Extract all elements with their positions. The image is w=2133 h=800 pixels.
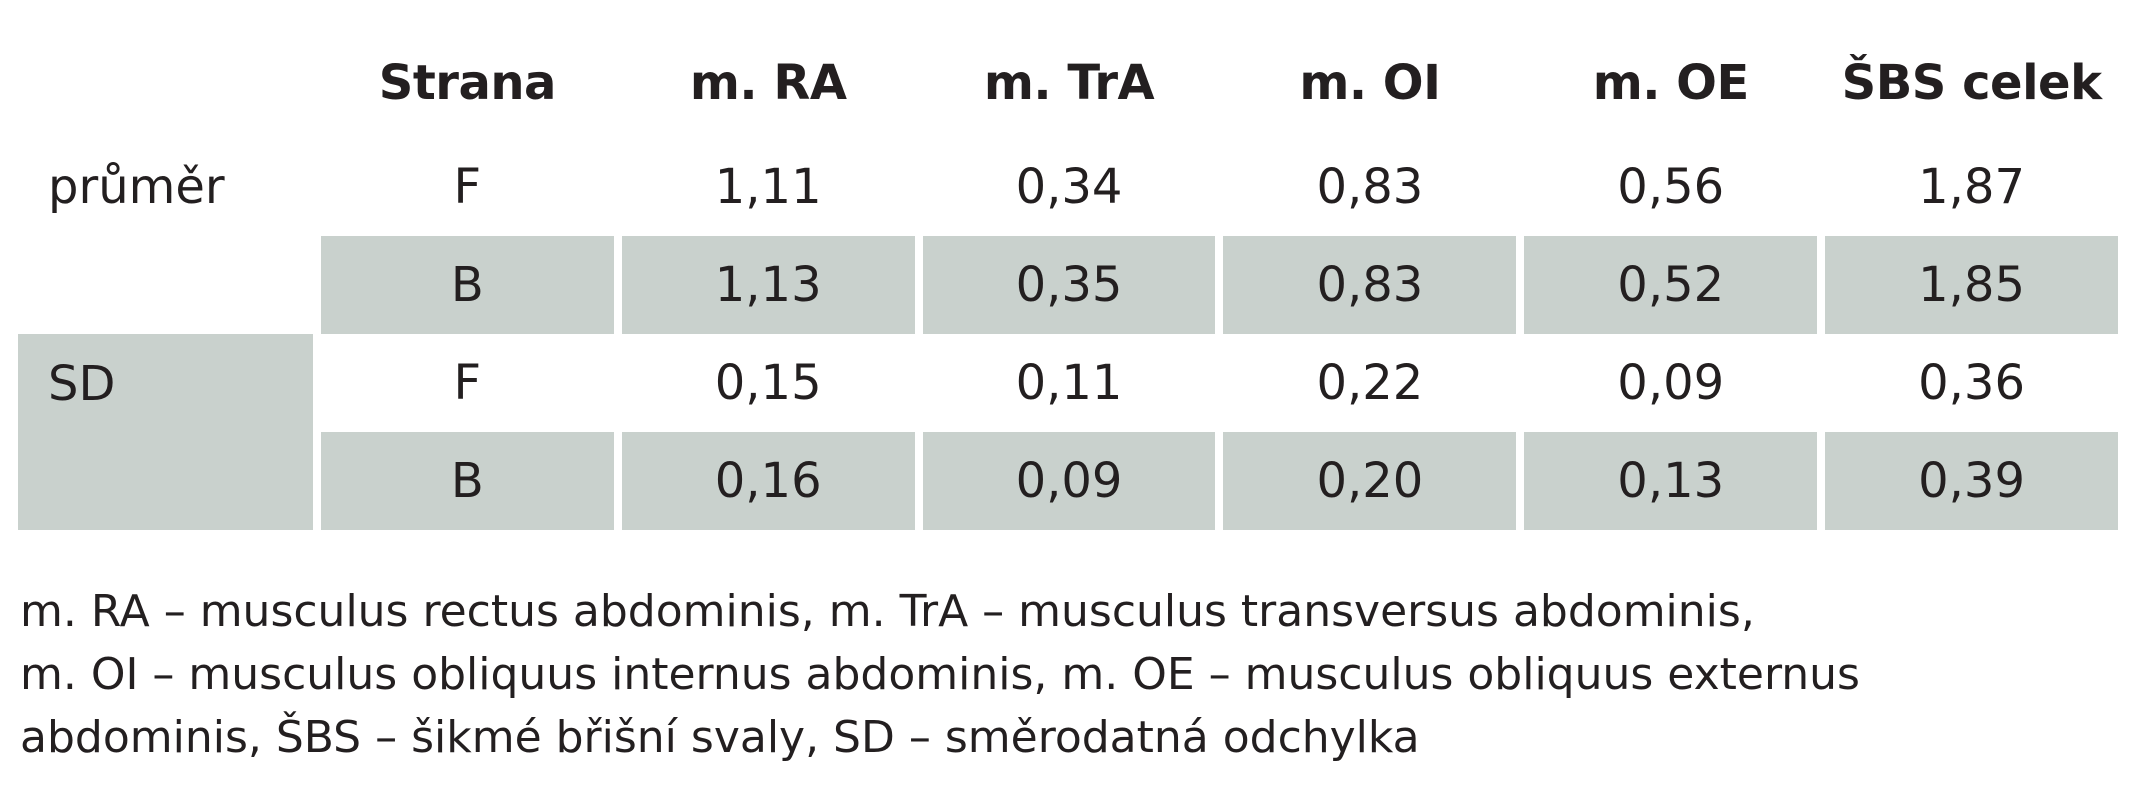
value-cell: 0,09 xyxy=(922,432,1216,530)
value-cell: 0,15 xyxy=(714,355,822,411)
header-sbs-celek: ŠBS celek xyxy=(1841,55,2102,111)
value-cell: 1,13 xyxy=(621,236,915,334)
value-cell: 0,36 xyxy=(1918,355,2025,411)
legend-line: m. RA – musculus rectus abdominis, m. Tr… xyxy=(20,586,1755,637)
header-empty xyxy=(18,28,313,138)
value-cell: 1,85 xyxy=(1825,236,2118,334)
value-cell: 0,11 xyxy=(1015,355,1123,411)
value-cell: 0,13 xyxy=(1524,432,1818,530)
value-cell: 0,22 xyxy=(1316,355,1424,411)
header-m-oi: m. OI xyxy=(1299,55,1441,111)
header-m-oe: m. OE xyxy=(1592,55,1750,111)
value-cell: 0,09 xyxy=(1617,355,1725,411)
value-cell: 0,56 xyxy=(1617,159,1725,215)
row-group-label-sd: SD xyxy=(18,334,313,530)
header-m-ra: m. RA xyxy=(689,55,847,111)
data-table: Strana m. RA m. TrA m. OI m. OE ŠBS cele… xyxy=(10,28,2126,530)
value-cell: 1,11 xyxy=(714,159,822,215)
value-cell: 0,20 xyxy=(1223,432,1517,530)
header-m-tra: m. TrA xyxy=(983,55,1155,111)
side-cell: B xyxy=(320,236,614,334)
value-cell: 0,34 xyxy=(1015,159,1123,215)
value-cell: 0,83 xyxy=(1223,236,1517,334)
table-row: průměr F 1,11 0,34 0,83 0,56 1,87 xyxy=(18,138,2118,236)
table-row: SD F 0,15 0,11 0,22 0,09 0,36 xyxy=(18,334,2118,530)
empty-cell xyxy=(18,236,313,334)
side-cell: F xyxy=(453,159,482,215)
side-cell: B xyxy=(320,432,614,530)
table-row: B 1,13 0,35 0,83 0,52 1,85 xyxy=(18,236,2118,334)
row-group-label-prumer: průměr xyxy=(48,159,225,215)
value-cell: 0,83 xyxy=(1316,159,1424,215)
header-strana: Strana xyxy=(378,55,557,111)
legend-line: m. OI – musculus obliquus internus abdom… xyxy=(20,649,1860,700)
value-cell: 0,52 xyxy=(1524,236,1818,334)
legend-line: abdominis, ŠBS – šikmé břišní svaly, SD … xyxy=(20,712,1420,763)
value-cell: 1,87 xyxy=(1918,159,2025,215)
table-legend: m. RA – musculus rectus abdominis, m. Tr… xyxy=(20,580,2120,769)
value-cell: 0,16 xyxy=(621,432,915,530)
value-cell: 0,39 xyxy=(1825,432,2118,530)
side-cell: F xyxy=(453,355,482,411)
header-row: Strana m. RA m. TrA m. OI m. OE ŠBS cele… xyxy=(18,28,2118,138)
table-row: B 0,16 0,09 0,20 0,13 0,39 xyxy=(18,432,2118,530)
value-cell: 0,35 xyxy=(922,236,1216,334)
data-table-container: Strana m. RA m. TrA m. OI m. OE ŠBS cele… xyxy=(18,28,2118,530)
